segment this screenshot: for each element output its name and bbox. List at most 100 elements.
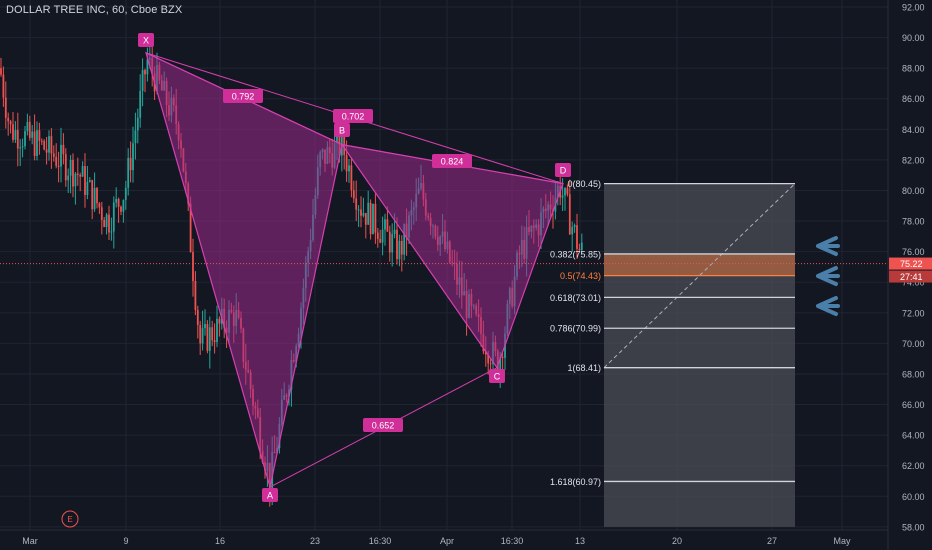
candle-body [487, 354, 490, 364]
candle-body [580, 242, 583, 251]
candle-body [81, 166, 84, 177]
candle-body [141, 70, 144, 92]
ratio-label-xab-bg [223, 89, 263, 103]
y-tick-label: 90.00 [902, 33, 925, 43]
y-tick-label: 76.00 [902, 247, 925, 257]
candle-body [343, 131, 346, 155]
candle-body [9, 121, 12, 125]
candle-body [400, 240, 403, 255]
candle-body [211, 327, 214, 341]
candle-body [132, 143, 134, 171]
candle-body [576, 225, 578, 249]
candle-body [489, 363, 492, 365]
candle-body [79, 174, 82, 177]
candle-body [345, 154, 348, 172]
candle-body [391, 233, 394, 253]
y-tick-label: 72.00 [902, 308, 925, 318]
candle-body [86, 181, 89, 196]
ratio-label-xac: 0.652 [372, 421, 395, 431]
candle-body [12, 124, 14, 140]
countdown-badge-bg [889, 270, 932, 283]
x-tick-label: 9 [123, 536, 128, 546]
candle-body [216, 318, 218, 343]
candle-body [72, 160, 74, 187]
candle-body [50, 136, 53, 154]
candle-body [52, 153, 55, 157]
candle-body [38, 130, 41, 141]
candle-body [122, 199, 125, 212]
candle-body [564, 187, 566, 196]
candle-body [64, 154, 67, 181]
candle-body [45, 149, 48, 153]
candle-body [355, 198, 358, 210]
candle-body [379, 238, 382, 243]
candle-body [206, 324, 209, 351]
candle-body [208, 327, 211, 351]
candle-body [350, 165, 353, 191]
candle-body [88, 180, 91, 182]
candle-body [362, 213, 365, 216]
candle-body [2, 74, 5, 98]
candle-body [31, 131, 34, 138]
candle-body [348, 165, 350, 172]
candle-body [403, 223, 406, 255]
candle-body [501, 356, 504, 358]
x-tick-label: Apr [440, 536, 454, 546]
candle-body [364, 213, 367, 225]
candle-body [136, 117, 139, 131]
candle-body [388, 231, 391, 253]
candle-body [105, 214, 108, 228]
candle-body [91, 180, 94, 210]
y-tick-label: 86.00 [902, 94, 925, 104]
candle-body [376, 232, 379, 239]
candle-body [67, 175, 70, 181]
candle-body [19, 147, 22, 149]
candle-body [48, 136, 50, 153]
x-tick-label: Mar [22, 536, 38, 546]
x-tick-label: May [833, 536, 851, 546]
candle-body [578, 248, 581, 251]
countdown-badge-value: 27:41 [900, 272, 923, 282]
point-label-a: A [267, 491, 273, 501]
candle-body [16, 130, 19, 149]
y-tick-label: 64.00 [902, 431, 925, 441]
candle-body [74, 173, 77, 187]
y-tick-label: 82.00 [902, 155, 925, 165]
point-label-b: B [339, 126, 345, 136]
arrow-left-icon [816, 236, 840, 256]
candle-body [352, 190, 355, 199]
candle-body [386, 219, 389, 232]
point-label-a-bg [262, 488, 278, 502]
candle-body [57, 165, 60, 167]
pattern-triangle-xab [145, 51, 343, 488]
candle-body [21, 146, 24, 148]
y-tick-label: 66.00 [902, 400, 925, 410]
candle-body [24, 131, 26, 147]
candle-body [40, 140, 43, 142]
candle-body [108, 214, 110, 233]
point-label-d: D [560, 166, 567, 176]
candle-body [192, 252, 194, 281]
ratio-label-xab: 0.792 [232, 92, 255, 102]
candle-body [196, 309, 199, 326]
candle-body [28, 121, 31, 138]
candle-body [336, 132, 338, 143]
candle-body [98, 203, 101, 208]
candle-body [369, 202, 372, 235]
candle-body [393, 229, 396, 234]
candle-body [499, 356, 502, 378]
event-marker-label: E [67, 515, 72, 524]
candle-body [384, 219, 386, 230]
ratio-label-bcd-bg [432, 154, 472, 168]
x-tick-label: 16:30 [501, 536, 524, 546]
fib-level-label: 0.5(74.43) [560, 271, 601, 281]
candle-body [381, 229, 384, 243]
candle-body [566, 187, 569, 195]
fib-highlight-band [604, 253, 795, 276]
candle-body [84, 166, 86, 196]
y-tick-label: 80.00 [902, 186, 925, 196]
candle-body [484, 351, 487, 355]
point-label-c: C [494, 372, 501, 382]
candle-body [340, 131, 343, 156]
